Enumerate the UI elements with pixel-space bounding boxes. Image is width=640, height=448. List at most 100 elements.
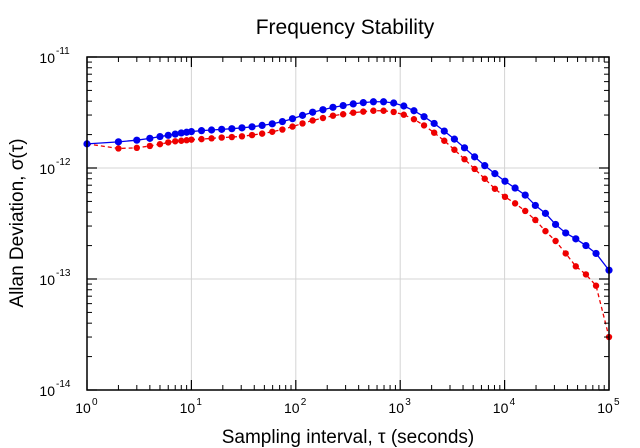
x-tick-exponent: 1 <box>196 397 202 408</box>
data-point <box>369 98 378 106</box>
data-point <box>339 101 347 110</box>
data-point <box>228 133 236 141</box>
x-axis-label: Sampling interval, τ (seconds) <box>222 427 475 448</box>
data-point <box>420 122 428 129</box>
data-point <box>208 135 215 142</box>
data-point <box>471 153 479 161</box>
data-point <box>501 193 509 201</box>
data-point <box>400 111 408 118</box>
x-tick-exponent: 3 <box>405 397 411 408</box>
data-point <box>298 111 307 119</box>
data-point <box>248 123 256 131</box>
series-2 <box>83 107 613 341</box>
data-point <box>592 282 600 289</box>
y-tick-exponent: -11 <box>56 46 70 57</box>
data-point <box>572 235 580 243</box>
data-point <box>440 127 448 135</box>
data-point <box>450 135 459 143</box>
data-point <box>187 127 195 136</box>
data-point <box>542 227 549 235</box>
x-tick-label: 10 4 <box>493 397 516 416</box>
data-point <box>531 201 539 210</box>
x-tick-label: 10 0 <box>75 397 98 416</box>
y-tick-label: 10 -11 <box>39 46 70 66</box>
x-tick-label: 10 1 <box>180 397 203 416</box>
data-point <box>133 136 141 144</box>
data-point <box>410 116 418 123</box>
data-point <box>481 162 489 170</box>
y-tick-base: 10 <box>39 272 55 288</box>
data-point <box>501 177 509 185</box>
data-point <box>511 200 519 207</box>
data-point <box>164 131 172 139</box>
data-point <box>156 140 164 148</box>
data-point <box>146 142 154 150</box>
data-point <box>430 129 438 136</box>
y-axis-label: Allan Deviation, σ(τ) <box>7 138 28 307</box>
data-point <box>183 137 190 144</box>
data-point <box>370 107 377 114</box>
x-tick-base: 10 <box>493 400 509 416</box>
data-point <box>278 117 286 126</box>
y-tick-base: 10 <box>39 383 55 399</box>
data-point <box>339 111 347 118</box>
data-point <box>319 106 327 114</box>
x-tick-base: 10 <box>284 400 300 416</box>
x-tick-base: 10 <box>180 400 196 416</box>
data-point <box>541 209 550 217</box>
x-tick-exponent: 5 <box>614 397 620 408</box>
data-point <box>532 216 539 224</box>
data-point <box>319 114 327 122</box>
data-point <box>390 108 397 116</box>
data-point <box>592 249 600 258</box>
data-point <box>188 136 195 143</box>
data-point <box>114 138 123 146</box>
data-point <box>562 229 570 237</box>
x-tick-base: 10 <box>388 400 404 416</box>
data-point <box>238 133 246 140</box>
series-line <box>86 101 610 271</box>
data-point <box>380 107 387 114</box>
data-series <box>83 98 613 341</box>
data-point <box>289 123 296 130</box>
x-tick-base: 10 <box>75 400 91 416</box>
data-point <box>115 145 122 152</box>
data-point <box>461 156 468 163</box>
data-point <box>228 125 236 133</box>
data-point <box>451 146 458 153</box>
data-point <box>390 99 398 107</box>
data-point <box>207 126 216 134</box>
y-tick-label: 10 -12 <box>39 157 70 177</box>
data-point <box>146 134 154 142</box>
data-point <box>133 144 141 152</box>
data-point <box>511 184 519 192</box>
data-point <box>238 124 246 132</box>
data-point <box>198 135 205 143</box>
data-point <box>299 120 306 127</box>
data-point <box>258 130 266 137</box>
data-point <box>379 98 388 106</box>
data-point <box>400 102 408 110</box>
data-point <box>582 241 590 250</box>
x-tick-label: 10 2 <box>284 397 307 416</box>
data-point <box>269 128 276 135</box>
data-point <box>441 137 448 144</box>
data-point <box>471 165 478 173</box>
data-point <box>268 120 276 128</box>
y-tick-exponent: -13 <box>56 268 71 279</box>
data-point <box>218 134 225 141</box>
data-point <box>329 103 337 111</box>
data-point <box>491 185 499 192</box>
y-tick-base: 10 <box>39 50 55 66</box>
data-point <box>329 112 337 119</box>
data-point <box>420 113 428 121</box>
data-point <box>197 127 206 135</box>
series-1 <box>83 98 613 274</box>
data-point <box>248 131 256 139</box>
x-tick-exponent: 4 <box>510 397 516 408</box>
data-point <box>350 109 357 116</box>
data-point <box>491 170 499 178</box>
data-point <box>359 99 367 107</box>
data-point <box>349 100 357 108</box>
